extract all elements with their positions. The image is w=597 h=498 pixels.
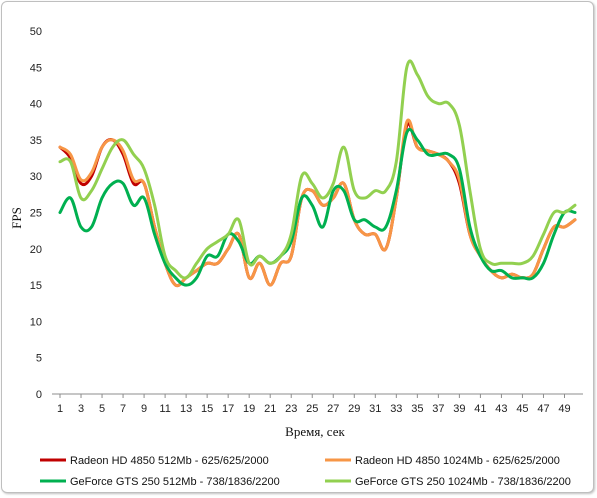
x-tick-label: 23 [285,403,297,415]
y-tick-label: 30 [30,171,42,183]
x-tick-label: 39 [453,403,465,415]
x-tick-label: 3 [78,403,84,415]
x-tick-label: 27 [327,403,339,415]
legend-label: GeForce GTS 250 1024Mb - 738/1836/2200 [355,476,571,488]
series-line-4 [58,59,577,280]
x-tick-label: 5 [99,403,105,415]
y-axis-ticks: 0 5 10 15 20 25 30 35 40 45 50 [30,26,42,401]
x-tick-label: 25 [306,403,318,415]
x-tick-label: 31 [369,403,381,415]
x-tick-label: 33 [390,403,402,415]
y-tick-label: 25 [30,208,42,220]
y-axis-title: FPS [9,207,24,229]
x-tick-label: 21 [264,403,276,415]
x-tick-label: 19 [243,403,255,415]
y-tick-label: 10 [30,316,42,328]
legend-label: Radeon HD 4850 1024Mb - 625/625/2000 [355,455,560,467]
series-line-3 [58,127,577,287]
x-tick-label: 37 [432,403,444,415]
legend-label: GeForce GTS 250 512Mb - 738/1836/2200 [70,476,280,488]
x-tick-label: 49 [558,403,570,415]
y-tick-label: 45 [30,62,42,74]
legend-label: Radeon HD 4850 512Mb - 625/625/2000 [70,455,269,467]
x-tick-label: 7 [120,403,126,415]
x-tick-label: 29 [348,403,360,415]
x-tick-label: 45 [516,403,528,415]
legend: Radeon HD 4850 512Mb - 625/625/2000 Radeo… [40,455,571,488]
x-tick-label: 47 [537,403,549,415]
y-tick-label: 15 [30,280,42,292]
x-tick-label: 17 [222,403,234,415]
x-tick-label: 41 [474,403,486,415]
x-axis-title: Время, сек [285,424,345,439]
x-tick-label: 1 [57,403,63,415]
y-tick-label: 0 [36,389,42,401]
x-tick-label: 43 [495,403,507,415]
y-tick-label: 20 [30,244,42,256]
x-axis-ticks: 1 3 5 7 9 11 13 15 17 19 21 23 25 27 29 31 33 35 37 39 41 43 4… [57,394,571,415]
x-tick-label: 13 [180,403,192,415]
y-tick-label: 40 [30,99,42,111]
x-tick-label: 11 [159,403,170,415]
y-tick-label: 35 [30,135,42,147]
x-tick-label: 15 [201,403,213,415]
y-tick-label: 50 [30,26,42,38]
x-tick-label: 35 [411,403,423,415]
y-tick-label: 5 [36,353,42,365]
series-lines [58,59,577,288]
x-tick-label: 9 [141,403,147,415]
